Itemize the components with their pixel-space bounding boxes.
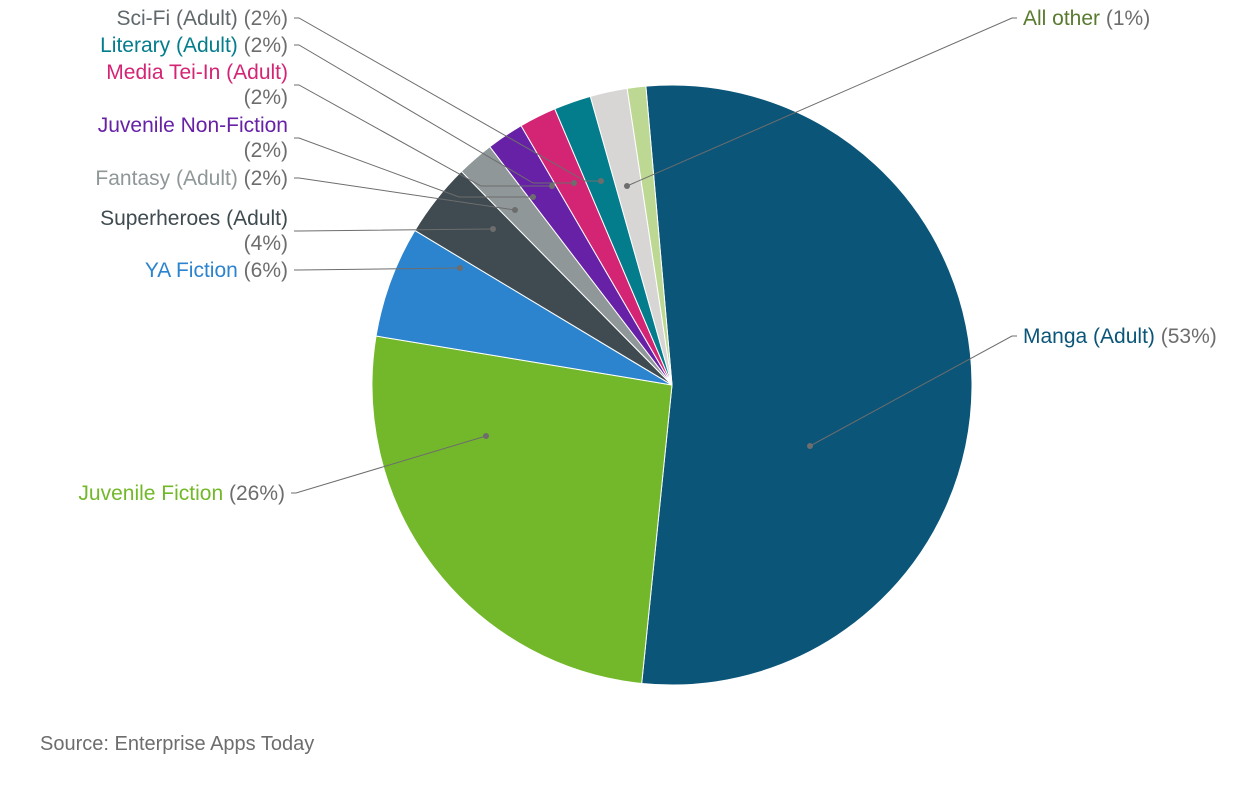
slice-label: Superheroes (Adult) (4%) — [100, 206, 288, 256]
slice-label-pct: (2%) — [238, 7, 288, 30]
slice-label: All other (1%) — [1023, 6, 1150, 31]
slice-label-pct: (2%) — [244, 86, 288, 109]
slice-label: Juvenile Non-Fiction (2%) — [98, 113, 288, 163]
slice-label-name: Sci-Fi (Adult) — [116, 7, 237, 30]
slice-label: Fantasy (Adult) (2%) — [95, 166, 288, 191]
slice-label-pct: (1%) — [1100, 7, 1150, 30]
leader-dot — [512, 207, 518, 213]
slice-label: Sci-Fi (Adult) (2%) — [116, 6, 288, 31]
slice-label-pct: (6%) — [238, 259, 288, 282]
leader-dot — [549, 183, 555, 189]
slice-label-name: All other — [1023, 7, 1100, 30]
leader-dot — [530, 194, 536, 200]
slice-label-name: Juvenile Non-Fiction — [98, 114, 288, 137]
slice-label-name: YA Fiction — [145, 259, 238, 282]
pie-chart: Manga (Adult) (53%) Juvenile Fiction (26%… — [0, 0, 1240, 786]
slice-label-name: Literary (Adult) — [100, 34, 238, 57]
slice-label: Media Tei-In (Adult) (2%) — [106, 60, 288, 110]
leader-dot — [598, 178, 604, 184]
slice-label-name: Media Tei-In (Adult) — [106, 61, 288, 84]
slice-label-pct: (4%) — [244, 232, 288, 255]
slice-label-name: Manga (Adult) — [1023, 325, 1155, 348]
leader-dot — [490, 226, 496, 232]
slice-label-name: Superheroes (Adult) — [100, 207, 288, 230]
leader-dot — [457, 265, 463, 271]
slice-label-pct: (2%) — [238, 34, 288, 57]
slice-label-pct: (2%) — [244, 139, 288, 162]
leader-dot — [571, 180, 577, 186]
slice-label: Literary (Adult) (2%) — [100, 33, 288, 58]
slice-label-pct: (53%) — [1155, 325, 1217, 348]
slice-label: YA Fiction (6%) — [145, 258, 288, 283]
leader-dot — [483, 433, 489, 439]
slice-label: Juvenile Fiction (26%) — [78, 481, 285, 506]
leader-dot — [624, 183, 630, 189]
slice-label-name: Fantasy (Adult) — [95, 167, 237, 190]
leader-dot — [807, 443, 813, 449]
slice-label-name: Juvenile Fiction — [78, 482, 223, 505]
slice-label-pct: (26%) — [223, 482, 285, 505]
pie-slice — [372, 336, 672, 683]
slice-label-pct: (2%) — [238, 167, 288, 190]
source-attribution: Source: Enterprise Apps Today — [40, 733, 314, 756]
slice-label: Manga (Adult) (53%) — [1023, 324, 1217, 349]
